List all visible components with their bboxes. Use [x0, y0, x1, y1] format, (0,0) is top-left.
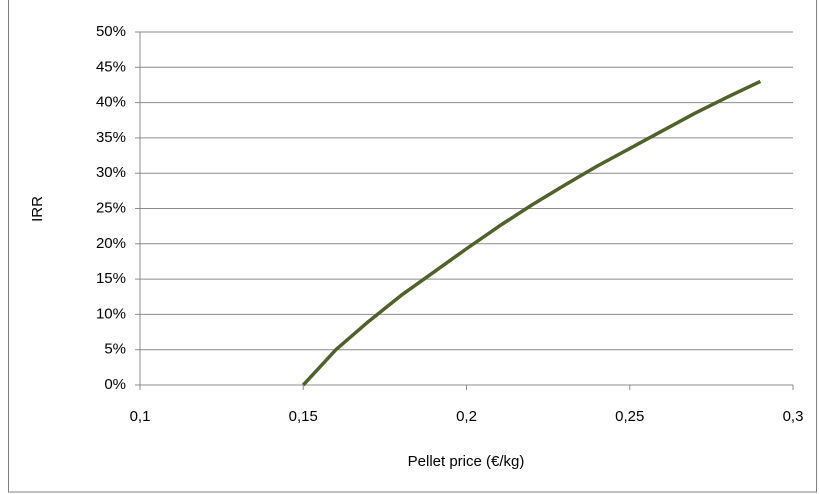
line	[301, 79, 762, 387]
y-tick-label: 25%	[96, 199, 126, 216]
y-tick-label: 50%	[96, 23, 126, 40]
y-tick-label: 0%	[104, 376, 126, 393]
y-tick-label: 20%	[96, 235, 126, 252]
x-axis-label: Pellet price (€/kg)	[408, 453, 525, 470]
x-tick-label: 0,15	[289, 408, 318, 425]
x-tick-label: 0,1	[130, 408, 151, 425]
y-tick-label: 30%	[96, 164, 126, 181]
y-axis-label: IRR	[29, 196, 46, 222]
x-tick-label: 0,25	[615, 408, 644, 425]
y-tick-label: 45%	[96, 58, 126, 75]
chart-border	[8, 0, 817, 493]
y-tick-label: 15%	[96, 270, 126, 287]
y-tick-label: 40%	[96, 94, 126, 111]
x-tick-label: 0,2	[456, 408, 477, 425]
y-tick-label: 35%	[96, 129, 126, 146]
y-tick-label: 5%	[104, 341, 126, 358]
x-tick-label: 0,3	[783, 408, 804, 425]
y-tick-label: 10%	[96, 305, 126, 322]
